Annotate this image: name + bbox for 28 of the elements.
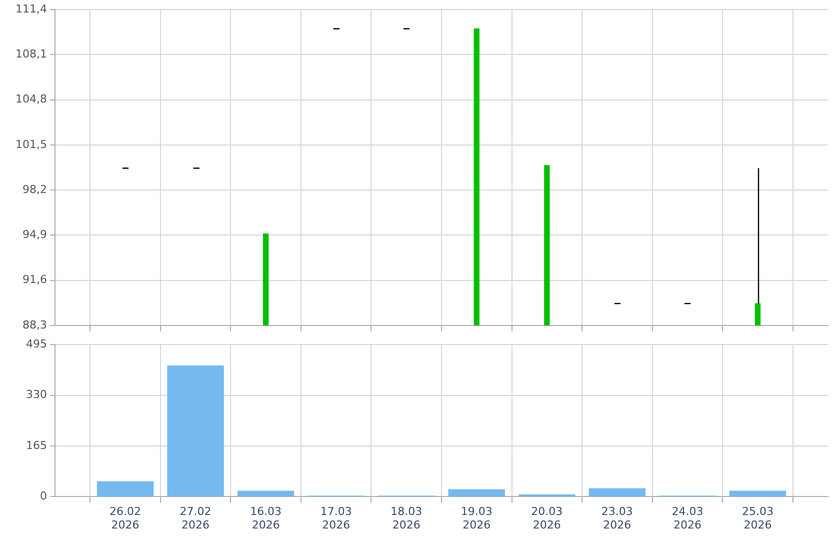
x-tick-label: 26.02 2026	[110, 505, 142, 532]
bar	[167, 365, 224, 496]
y-tick-label: 108,1	[16, 48, 47, 61]
y-tick-label: 0	[40, 489, 47, 502]
bar	[96, 481, 154, 496]
y-tick-label: 330	[26, 388, 47, 402]
y-tick-label: 91,6	[22, 273, 47, 286]
x-tick-label: 16.03 2026	[250, 505, 282, 532]
x-tick-label: 27.02 2026	[180, 505, 212, 532]
x-tick-label: 23.03 2026	[601, 505, 633, 532]
y-tick-label: 88,3	[22, 318, 47, 332]
x-tick-label: 17.03 2026	[320, 505, 352, 532]
bar	[237, 490, 294, 496]
x-tick-label: 19.03 2026	[460, 505, 492, 532]
y-tick-label: 94,9	[22, 228, 47, 242]
y-tick-label: 101,5	[16, 138, 47, 151]
bar	[448, 489, 505, 496]
x-tick-label: 25.03 2026	[742, 505, 774, 532]
bar	[729, 490, 786, 496]
y-tick-label: 98,2	[22, 182, 47, 196]
x-tick-label: 24.03 2026	[672, 505, 704, 532]
y-tick-label: 104,8	[16, 92, 47, 106]
y-tick-label: 495	[26, 337, 47, 350]
x-tick-label: 18.03 2026	[390, 505, 422, 532]
y-tick-label: 111,4	[16, 2, 47, 16]
x-tick-label: 20.03 2026	[531, 505, 563, 532]
bar	[588, 488, 646, 496]
y-tick-label: 165	[26, 438, 47, 452]
